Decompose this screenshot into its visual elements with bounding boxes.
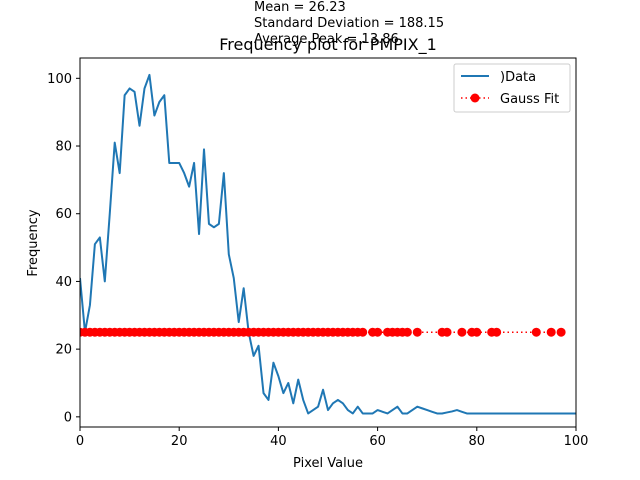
x-axis-ticks: 0 20 40 60 80 100 bbox=[76, 427, 589, 449]
gauss-fit-point bbox=[492, 327, 502, 337]
gauss-fit-point bbox=[556, 327, 566, 337]
x-axis-label: Pixel Value bbox=[293, 456, 363, 471]
gauss-fit-markers bbox=[80, 327, 566, 337]
gauss-fit-point bbox=[373, 327, 383, 337]
stat-line-peak: Average Peak = 13.86 bbox=[254, 32, 399, 47]
x-tick-label: 60 bbox=[369, 434, 386, 449]
x-tick-label: 80 bbox=[469, 434, 486, 449]
y-tick-label: 60 bbox=[55, 207, 72, 222]
y-tick-label: 20 bbox=[55, 343, 72, 358]
x-tick-label: 0 bbox=[76, 434, 84, 449]
stat-line-std: Standard Deviation = 188.15 bbox=[254, 16, 444, 31]
x-tick-label: 20 bbox=[171, 434, 188, 449]
legend: )Data Gauss Fit bbox=[453, 63, 571, 113]
gauss-fit-point bbox=[402, 327, 412, 337]
x-tick-label: 40 bbox=[270, 434, 287, 449]
gauss-fit-point bbox=[442, 327, 452, 337]
chart-title: Frequency plot for PMPIX_1 bbox=[219, 35, 437, 55]
axes-frame bbox=[79, 57, 577, 428]
stat-line-mean: Mean = 26.23 bbox=[254, 0, 346, 15]
y-tick-label: 40 bbox=[55, 275, 72, 290]
plot-area bbox=[80, 73, 576, 415]
y-axis-label: Frequency bbox=[26, 209, 41, 276]
y-tick-label: 80 bbox=[55, 140, 72, 155]
x-tick-label: 100 bbox=[564, 434, 589, 449]
gauss-fit-point bbox=[457, 327, 467, 337]
legend-gauss-marker bbox=[470, 93, 480, 103]
gauss-fit-point bbox=[358, 327, 368, 337]
gauss-fit-point bbox=[472, 327, 482, 337]
legend-gauss-label: Gauss Fit bbox=[500, 92, 559, 107]
y-axis-ticks: 0 20 40 60 80 100 bbox=[47, 72, 80, 425]
series-data-line bbox=[80, 73, 576, 415]
y-tick-label: 0 bbox=[64, 410, 72, 425]
gauss-fit-point bbox=[546, 327, 556, 337]
legend-data-label: )Data bbox=[500, 70, 536, 85]
y-tick-label: 100 bbox=[47, 72, 72, 87]
gauss-fit-point bbox=[531, 327, 541, 337]
gauss-fit-point bbox=[412, 327, 422, 337]
